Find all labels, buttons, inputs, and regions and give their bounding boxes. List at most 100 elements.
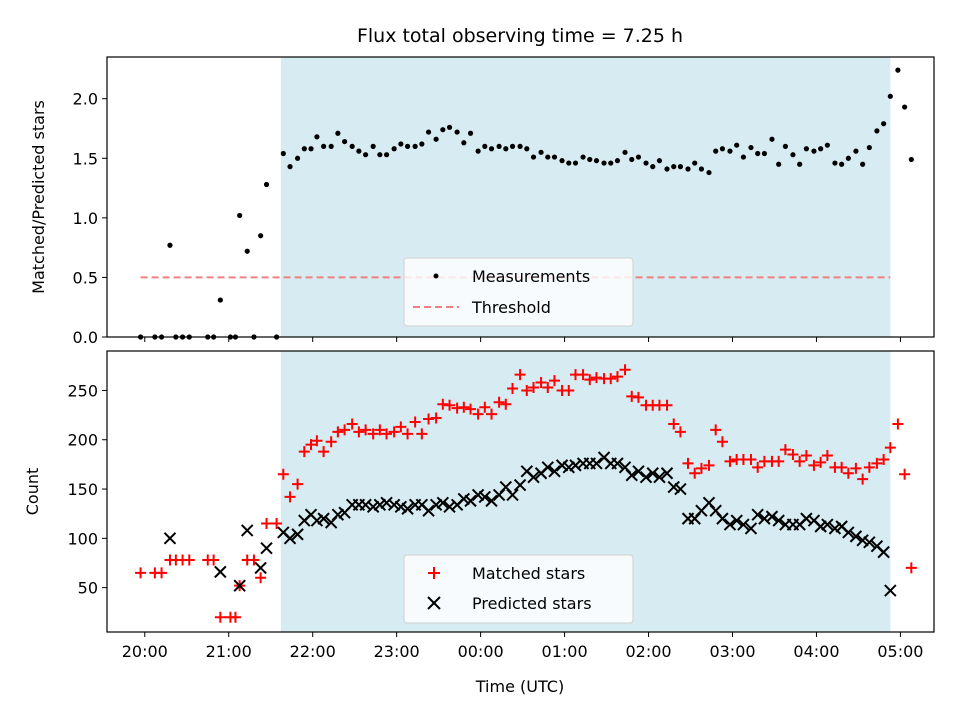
matched-star-point [444,399,456,411]
matched-star-point [346,418,358,430]
measurement-point [797,161,803,167]
predicted-stars-points [163,451,897,597]
measurement-point [244,248,250,254]
measurement-point [425,129,432,135]
matched-star-point [850,462,862,474]
matched-star-point [298,446,310,458]
matched-star-point [156,567,168,579]
matched-star-point [857,473,869,485]
measurement-point [761,150,768,157]
measurement-point [475,148,481,154]
x-tick-label: 23:00 [374,642,420,661]
matched-star-point [374,424,386,436]
measurement-point [643,160,649,166]
bottom-legend-box [403,554,634,624]
predicted-star-point [506,488,519,502]
matched-star-point [472,408,484,420]
measurement-point [467,130,474,136]
measurement-point [383,152,390,158]
measurement-point [391,146,397,152]
matched-star-point [611,371,623,383]
measurement-point [503,146,509,152]
matched-star-point [229,611,241,623]
measurement-point [769,136,775,142]
top-y-tick-label: 2.0 [73,90,98,109]
measurement-point [294,155,301,161]
predicted-star-point [660,467,674,480]
x-tick-label: 02:00 [625,642,671,661]
measurement-point [811,148,817,154]
matched-star-point [271,518,283,530]
predicted-star-point [541,461,554,474]
predicted-star-point [800,512,813,525]
matched-star-point [388,426,400,438]
measurement-point [727,148,733,154]
legend-predicted-marker [427,596,441,610]
measurement-point [755,150,761,157]
legend-predicted-label: Predicted stars [472,594,592,613]
matched-star-point [318,446,330,458]
predicted-star-point [380,496,393,510]
matched-star-point [674,426,686,438]
predicted-star-point [821,518,834,531]
measurement-point [608,160,614,166]
measurement-point [482,143,488,149]
measurement-point [692,160,698,166]
matched-star-point [305,439,317,451]
measurement-point [509,143,516,149]
top-legend-box [403,257,634,327]
matched-star-point [703,459,715,471]
bottom-legend: Matched stars Predicted stars [403,554,634,624]
matched-star-point [668,418,680,430]
matched-star-point [695,462,707,474]
predicted-star-point [214,565,227,579]
matched-star-point [800,450,812,462]
measurement-point [790,152,796,158]
measurement-point [314,134,320,140]
measurement-point [538,149,544,155]
predicted-star-point [569,459,582,472]
predicted-star-point [443,500,456,513]
predicted-star-point [548,465,561,478]
measurement-point [860,161,866,167]
matched-star-point [808,459,820,471]
matched-star-point [815,456,827,468]
measurement-point [440,127,446,133]
predicted-star-point [744,522,758,535]
matched-star-point [353,426,365,438]
measurement-point [488,146,495,152]
measurement-point [559,158,565,164]
matched-star-point [836,461,848,473]
matched-star-point [661,399,673,411]
measurement-points [137,67,914,340]
matched-star-point [577,369,589,381]
measurement-point [287,164,293,170]
predicted-star-point [639,470,653,484]
predicted-star-point [513,478,527,492]
matched-star-point [292,478,304,490]
predicted-star-point [436,496,450,510]
matched-star-point [416,428,428,440]
measurement-point [362,152,369,158]
bottom-y-tick-label: 50 [78,579,98,598]
matched-star-point [779,444,791,456]
x-tick-label: 20:00 [122,642,168,661]
matched-star-point [745,453,757,465]
measurement-point [719,146,726,152]
predicted-star-point [260,541,273,555]
matched-star-point [619,364,631,376]
matched-star-point [381,428,393,440]
measurement-point [412,143,418,149]
matched-star-point [311,435,323,447]
measurement-point [419,141,425,147]
matched-star-point [332,426,344,438]
matched-star-point [284,491,296,503]
matched-star-point [395,421,407,433]
top-y-tick-label: 0.0 [73,328,98,347]
top-panel: 0.00.51.01.52.0 Matched/Predicted stars … [29,56,935,347]
matched-star-point [486,408,498,420]
measurement-point [356,148,362,154]
measurement-point [258,233,264,239]
matched-star-point [689,467,701,479]
